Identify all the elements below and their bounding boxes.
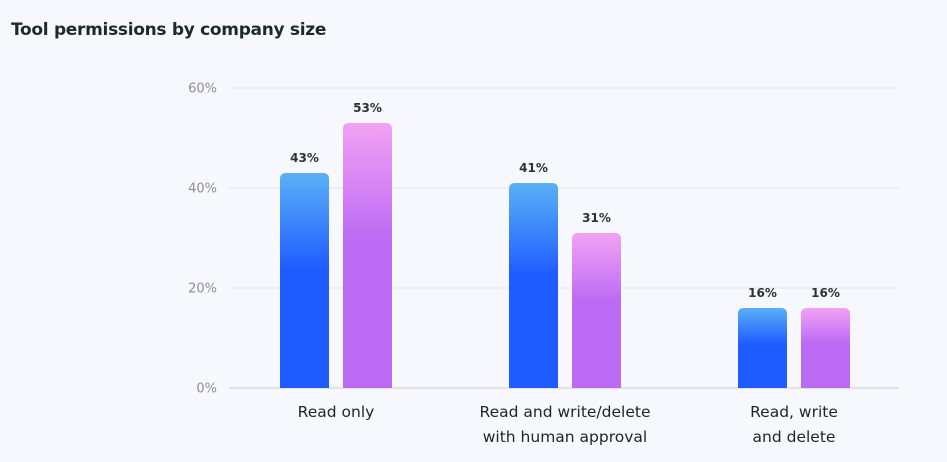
x-category-label: Read, write — [750, 403, 838, 421]
grid-lines — [229, 87, 899, 389]
bar-value-label: 16% — [748, 286, 777, 300]
bar-series-0-cat-2 — [738, 308, 787, 388]
bar-value-label: 53% — [353, 101, 382, 115]
y-tick-label: 40% — [188, 182, 217, 197]
bar-series-1-cat-0 — [343, 123, 392, 388]
bar-value-label: 41% — [519, 161, 548, 175]
x-category-label: and delete — [753, 428, 836, 446]
y-axis-ticks: 0% 20% 40% 60% — [188, 82, 217, 397]
bar-value-label: 31% — [582, 211, 611, 225]
bar-series-0-cat-0 — [280, 173, 329, 388]
category-labels: Read only Read and write/delete with human… — [298, 403, 838, 446]
bar-value-label: 16% — [811, 286, 840, 300]
x-category-label: with human approval — [483, 428, 647, 446]
bars — [280, 123, 850, 388]
y-tick-label: 0% — [196, 382, 217, 397]
y-tick-label: 20% — [188, 282, 217, 297]
chart-title: Tool permissions by company size — [11, 20, 327, 40]
x-category-label: Read only — [298, 403, 375, 421]
bar-series-0-cat-1 — [509, 183, 558, 388]
y-tick-label: 60% — [188, 82, 217, 97]
bar-value-label: 43% — [290, 151, 319, 165]
value-labels: 43% 41% 16% 53% 31% 16% — [290, 101, 840, 300]
bar-series-1-cat-2 — [801, 308, 850, 388]
x-category-label: Read and write/delete — [480, 403, 651, 421]
bar-series-1-cat-1 — [572, 233, 621, 388]
